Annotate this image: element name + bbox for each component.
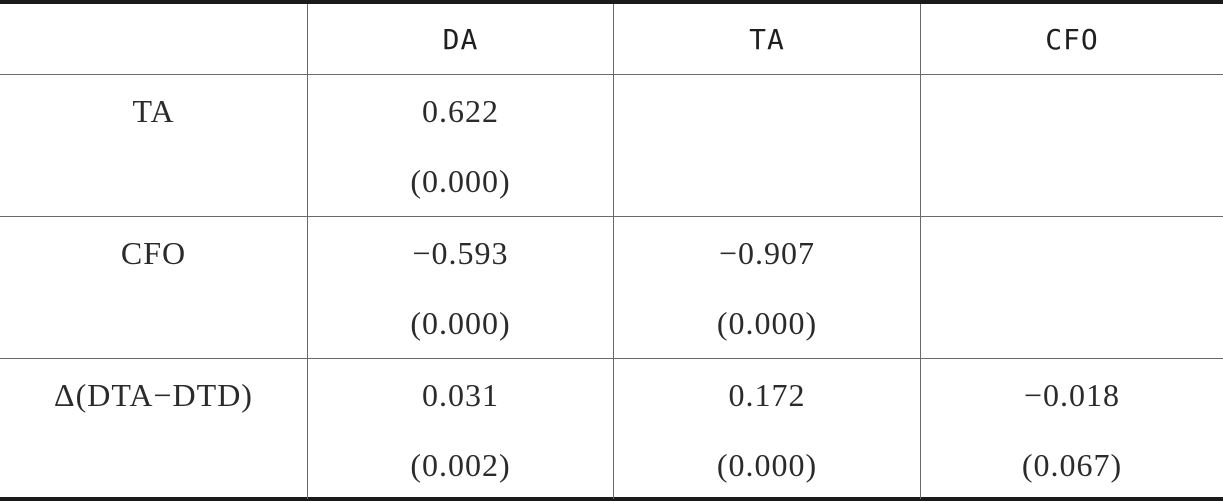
row-label-cfo: CFO xyxy=(0,217,308,359)
row-label-ta: TA xyxy=(0,75,308,217)
header-ta: TA xyxy=(614,4,921,75)
p-value: (0.002) xyxy=(410,447,511,483)
p-value: (0.000) xyxy=(716,305,818,341)
row-label-delta-dta-dtd: Δ(DTA−DTD) xyxy=(0,359,308,499)
coefficient: −0.907 xyxy=(718,235,816,271)
row-label-text: CFO xyxy=(120,235,187,271)
p-value: (0.000) xyxy=(716,447,818,483)
p-value: (0.000) xyxy=(410,163,511,199)
cell-delta-cfo: −0.018 (0.067) xyxy=(921,359,1223,499)
p-value: (0.000) xyxy=(410,305,511,341)
coefficient: 0.172 xyxy=(728,377,806,413)
coefficient: 0.031 xyxy=(422,377,499,413)
header-da: DA xyxy=(308,4,614,75)
header-da-label: DA xyxy=(442,22,479,56)
cell-delta-da: 0.031 (0.002) xyxy=(308,359,614,499)
coefficient: −0.018 xyxy=(1023,377,1121,413)
cell-cfo-ta: −0.907 (0.000) xyxy=(614,217,921,359)
coefficient: −0.593 xyxy=(412,235,509,271)
row-label-text: TA xyxy=(132,93,175,129)
cell-cfo-cfo xyxy=(921,217,1223,359)
header-ta-label: TA xyxy=(749,22,785,56)
cell-delta-ta: 0.172 (0.000) xyxy=(614,359,921,499)
cell-ta-cfo xyxy=(921,75,1223,217)
header-cfo: CFO xyxy=(921,4,1223,75)
cell-cfo-da: −0.593 (0.000) xyxy=(308,217,614,359)
header-corner xyxy=(0,4,308,75)
cell-ta-ta xyxy=(614,75,921,217)
cell-ta-da: 0.622 (0.000) xyxy=(308,75,614,217)
row-label-text: Δ(DTA−DTD) xyxy=(54,377,253,413)
coefficient: 0.622 xyxy=(422,93,499,129)
header-cfo-label: CFO xyxy=(1045,22,1099,56)
p-value: (0.067) xyxy=(1021,447,1123,483)
